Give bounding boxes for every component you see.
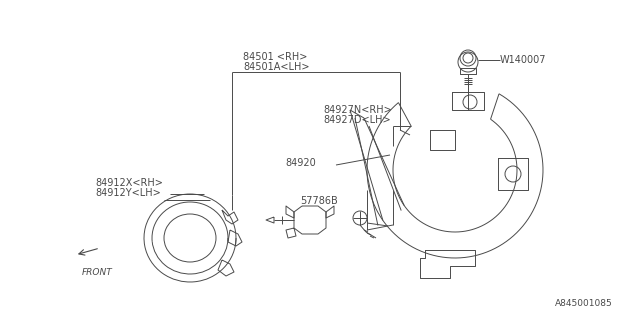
Text: A845001085: A845001085: [555, 299, 612, 308]
Text: 84501A<LH>: 84501A<LH>: [243, 62, 310, 72]
Text: 57786B: 57786B: [300, 196, 338, 206]
Text: FRONT: FRONT: [82, 268, 113, 277]
Text: 84927N<RH>: 84927N<RH>: [323, 105, 392, 115]
Text: 84912X<RH>: 84912X<RH>: [95, 178, 163, 188]
Text: W140007: W140007: [500, 55, 547, 65]
Text: 84920: 84920: [285, 158, 316, 168]
Text: 84927D<LH>: 84927D<LH>: [323, 115, 390, 125]
Text: 84912Y<LH>: 84912Y<LH>: [95, 188, 161, 198]
Text: 84501 <RH>: 84501 <RH>: [243, 52, 307, 62]
